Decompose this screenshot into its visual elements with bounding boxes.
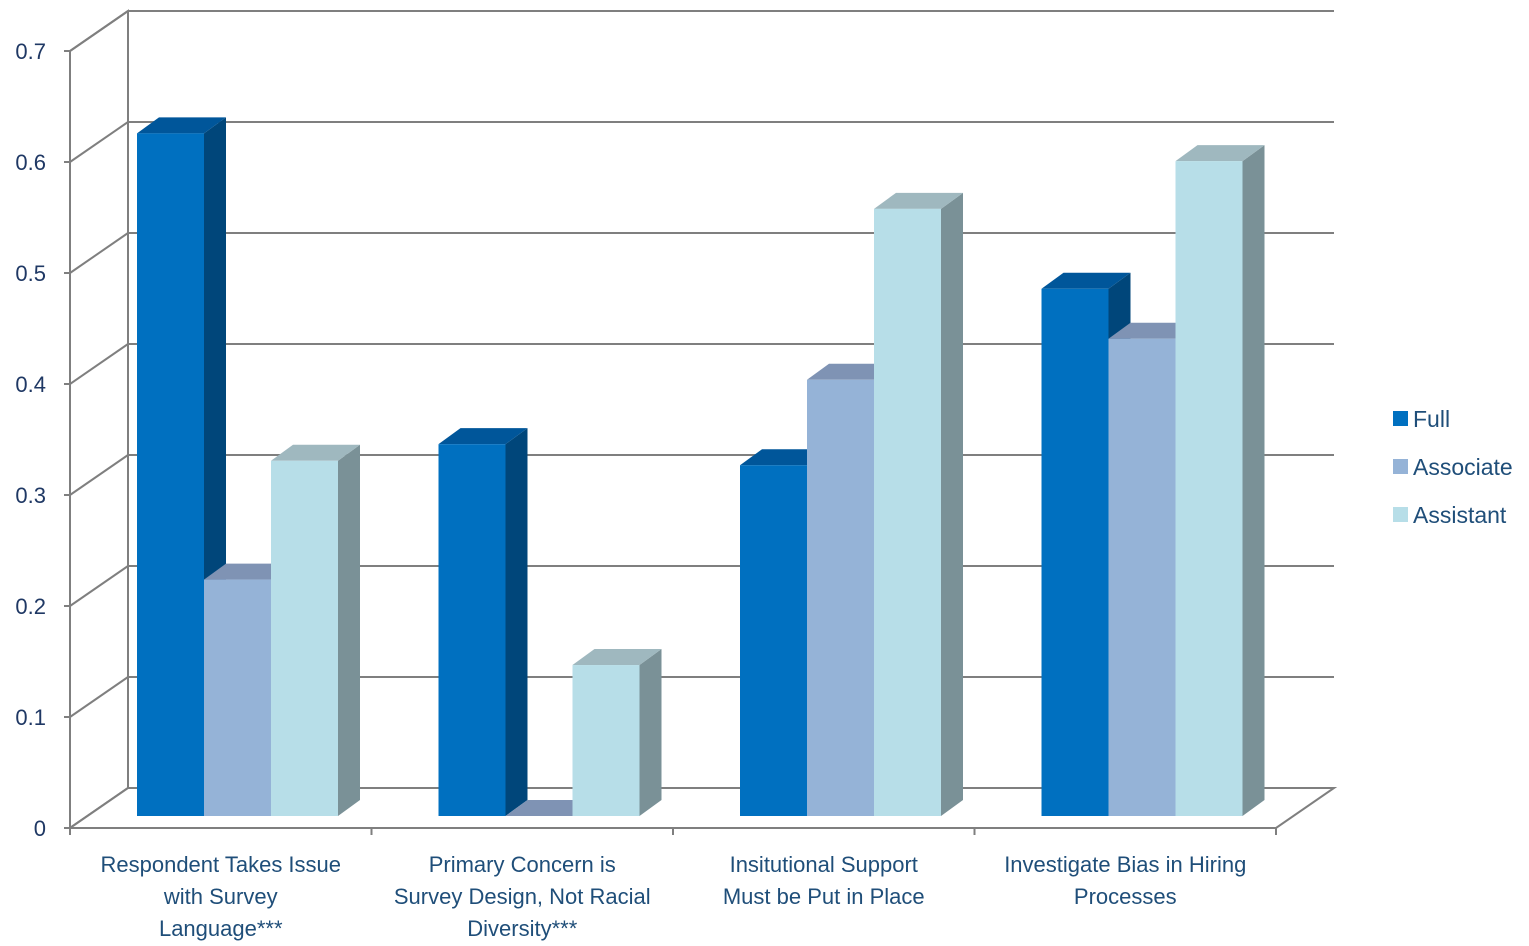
bar-top <box>505 800 595 816</box>
bar-front <box>740 465 807 816</box>
bar-top <box>1175 145 1265 162</box>
y-axis: 0 0.1 0.2 0.3 0.4 0.5 0.6 0.7 <box>15 39 71 841</box>
bar-top <box>740 449 829 466</box>
gridline-side <box>69 10 129 52</box>
y-tick-label: 0.4 <box>15 372 46 397</box>
y-tick-label: 0 <box>34 816 46 841</box>
bar-top <box>1108 322 1198 339</box>
gridline-side <box>69 343 129 385</box>
bar <box>1108 322 1198 816</box>
gridline-side <box>69 121 129 163</box>
bar-top <box>874 192 963 209</box>
bar-front <box>1041 288 1109 816</box>
legend-swatch <box>1393 411 1408 426</box>
bar <box>572 649 662 816</box>
y-tick-label: 0.2 <box>15 594 46 619</box>
bar-front <box>438 444 506 816</box>
bar-front <box>1175 161 1243 817</box>
legend-item: Full <box>1393 406 1450 432</box>
bar-front <box>1108 338 1176 816</box>
bar-front <box>204 579 271 816</box>
bar-front <box>271 460 338 816</box>
bar-side <box>505 428 528 816</box>
bar-top <box>1041 272 1131 289</box>
bar-top <box>572 649 662 666</box>
y-tick-label: 0.7 <box>15 39 46 64</box>
y-tick-label: 0.1 <box>15 705 46 730</box>
bar-top <box>137 117 226 134</box>
gridline-side <box>69 454 129 496</box>
gridline-side <box>69 232 129 274</box>
bar-front <box>572 665 640 816</box>
bars <box>137 117 1265 817</box>
y-tick-label: 0.6 <box>15 150 46 175</box>
legend-label: Full <box>1413 406 1450 432</box>
bar <box>438 428 528 816</box>
y-tick-label: 0.5 <box>15 261 46 286</box>
bar-front <box>807 379 874 816</box>
gridline-side <box>69 676 129 718</box>
bar-side <box>941 192 963 816</box>
bar <box>137 117 226 817</box>
bar-top <box>807 363 896 380</box>
x-tick-label: Respondent Takes Issue with Survey Languag… <box>100 852 341 941</box>
bar-front <box>137 133 204 817</box>
x-tick-label: Primary Concern is Survey Design, Not Rac… <box>394 852 651 941</box>
legend-item: Associate <box>1393 454 1513 480</box>
bar-side <box>1242 145 1265 817</box>
bar-front <box>874 208 941 816</box>
legend-swatch <box>1393 459 1408 474</box>
gridline-side <box>69 565 129 607</box>
x-tick-label: Insitutional Support Must be Put in Place <box>723 852 925 909</box>
bar <box>874 192 963 816</box>
legend-swatch <box>1393 507 1408 522</box>
bar-top <box>204 563 293 580</box>
y-tick-label: 0.3 <box>15 483 46 508</box>
x-tick-label: Investigate Bias in Hiring Processes <box>1004 852 1246 909</box>
bar-side <box>338 444 360 816</box>
bar-side <box>639 649 662 816</box>
bar <box>505 800 595 816</box>
legend-label: Associate <box>1413 454 1513 480</box>
bar-top <box>438 428 528 445</box>
bar <box>1175 145 1265 817</box>
legend: Full Associate Assistant <box>1393 406 1513 528</box>
legend-label: Assistant <box>1413 502 1507 528</box>
bar-top <box>271 444 360 461</box>
legend-item: Assistant <box>1393 502 1507 528</box>
x-axis: Respondent Takes Issue with Survey Languag… <box>69 827 1277 941</box>
bar <box>271 444 360 816</box>
side-wall <box>69 9 129 830</box>
